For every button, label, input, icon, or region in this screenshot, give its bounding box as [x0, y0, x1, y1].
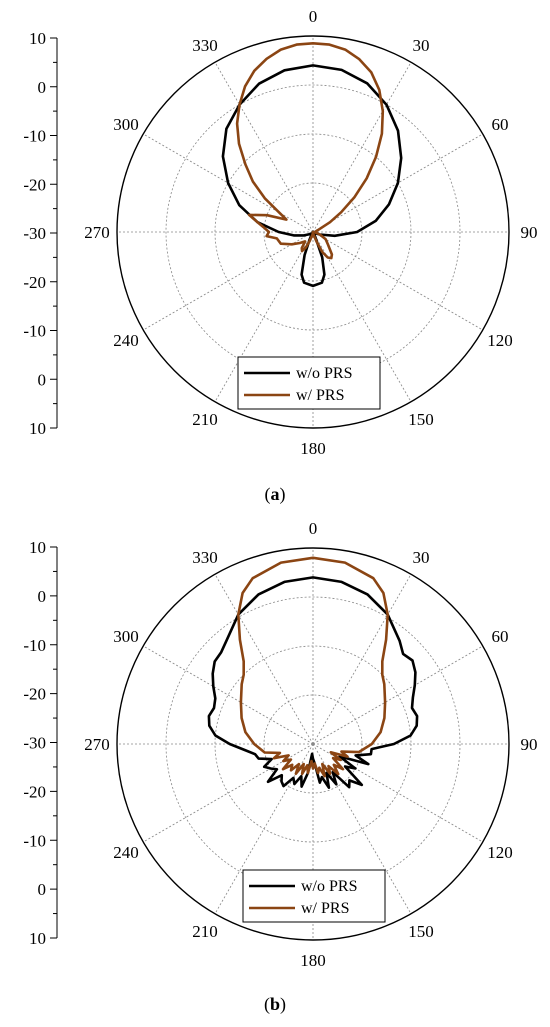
angle-label: 0	[309, 519, 318, 538]
grid-spoke	[143, 645, 314, 745]
legend-box	[237, 356, 381, 410]
angle-label: 210	[192, 922, 218, 941]
angle-label: 240	[113, 843, 139, 862]
radial-tick-label: 10	[29, 29, 46, 48]
angle-label: 60	[492, 627, 509, 646]
series-line-without-prs	[207, 576, 419, 789]
angle-label: 270	[84, 735, 110, 754]
grid-spoke	[312, 574, 412, 745]
grid-spoke	[312, 62, 412, 233]
grid-spoke	[312, 645, 483, 745]
angle-label: 330	[192, 36, 218, 55]
radial-tick-label: -30	[23, 734, 46, 753]
angle-label: 240	[113, 331, 139, 350]
angle-label: 270	[84, 223, 110, 242]
angle-label: 30	[413, 36, 430, 55]
angle-label: 150	[408, 922, 434, 941]
grid-spoke	[143, 231, 314, 331]
grid-spoke	[214, 574, 314, 745]
series-line-with-prs	[235, 42, 385, 260]
radial-tick-label: -20	[23, 782, 46, 801]
radial-tick-label: -10	[23, 831, 46, 850]
radial-tick-label: -10	[23, 636, 46, 655]
grid-circle	[165, 596, 461, 892]
grid-spoke	[312, 231, 412, 402]
legend-label: w/ PRS	[301, 900, 349, 917]
angle-label: 0	[309, 7, 318, 26]
angle-label: 180	[300, 951, 326, 970]
grid-circle	[165, 84, 461, 380]
angle-label: 180	[300, 439, 326, 458]
radial-tick-label: 0	[38, 587, 47, 606]
radial-tick-label: 10	[29, 419, 46, 438]
angle-label: 90	[521, 735, 538, 754]
angle-label: 120	[487, 331, 513, 350]
radial-tick-label: 0	[38, 880, 47, 899]
angle-label: 300	[113, 115, 139, 134]
angle-label: 210	[192, 410, 218, 429]
legend-label: w/o PRS	[301, 878, 357, 895]
angle-label: 300	[113, 627, 139, 646]
angle-label: 30	[413, 548, 430, 567]
angle-label: 60	[492, 115, 509, 134]
radial-tick-label: -10	[23, 322, 46, 341]
grid-spoke	[214, 62, 314, 233]
grid-spoke	[312, 231, 483, 331]
grid-spoke	[214, 231, 314, 402]
legend-label: w/ PRS	[296, 387, 344, 404]
polar-chart-b: 0 30 60 90 120 150 180 210 240 270 300 330 10 0 -10 -20…	[23, 519, 537, 1015]
radial-tick-label: -20	[23, 273, 46, 292]
series-line-with-prs	[237, 556, 389, 778]
radial-tick-label: 10	[29, 929, 46, 948]
outer-circle	[116, 547, 510, 941]
legend-label: w/o PRS	[296, 365, 352, 382]
angle-label: 90	[521, 223, 538, 242]
outer-circle	[116, 35, 510, 429]
figure-caption: (a)	[265, 484, 286, 505]
figure-caption: (b)	[264, 994, 286, 1015]
polar-chart-a: 0 30 60 90 120 150 180 210 240 270 300 330 10 0 -10 -20…	[23, 7, 537, 505]
legend-box	[242, 869, 386, 923]
angle-label: 120	[487, 843, 513, 862]
radial-tick-label: 0	[38, 78, 47, 97]
angle-label: 150	[408, 410, 434, 429]
angle-label: 330	[192, 548, 218, 567]
grid-spoke	[143, 743, 314, 843]
radial-tick-label: 0	[38, 370, 47, 389]
radial-tick-label: 10	[29, 538, 46, 557]
radial-tick-label: -20	[23, 175, 46, 194]
series-line-without-prs	[221, 64, 403, 288]
radial-tick-label: -30	[23, 224, 46, 243]
radial-tick-label: -20	[23, 685, 46, 704]
radial-tick-label: -10	[23, 127, 46, 146]
